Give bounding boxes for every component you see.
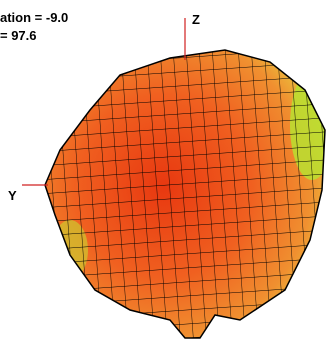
value-label: = 97.6 <box>0 28 37 43</box>
y-axis-label: Y <box>8 188 17 203</box>
surface-outline <box>44 49 326 339</box>
z-axis-label: Z <box>192 12 200 27</box>
elevation-label: ation = -9.0 <box>0 10 68 25</box>
